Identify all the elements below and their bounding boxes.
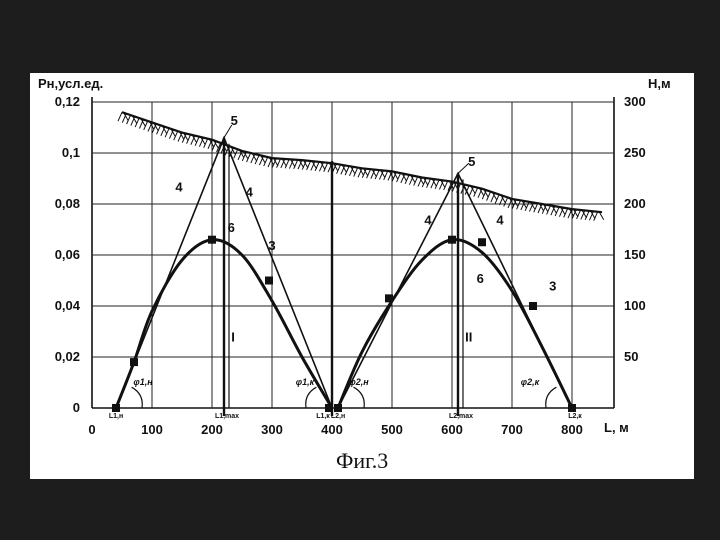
curve-label: 6 [228, 220, 235, 235]
curve-label: 6 [477, 271, 484, 286]
angle-label: φ1,к [296, 377, 315, 387]
leader-5-I [223, 124, 233, 138]
x-tick: 700 [501, 422, 523, 437]
point-label: L2,max [449, 413, 473, 420]
point-label: L2,н [331, 413, 345, 420]
point-label: L1,к [316, 413, 330, 420]
point-label: L1,max [215, 413, 239, 420]
figure-caption: Фиг.3 [336, 448, 388, 473]
right-axis-label: H,м [648, 76, 671, 91]
angle-label: φ1,н [133, 377, 153, 387]
terrain-hatching [117, 111, 605, 221]
point-label: L2,к [568, 413, 582, 420]
y-left-tick: 0,08 [55, 196, 80, 211]
angle-label: φ2,к [521, 377, 540, 387]
markers [112, 235, 576, 412]
y-left-tick: 0,02 [55, 349, 80, 364]
curve-label: 4 [496, 212, 504, 227]
data-marker [448, 235, 456, 244]
curve-label: 3 [549, 279, 556, 294]
labels: 5 4 4 6 3 I 5 4 4 6 3 II φ1,н φ1,к φ2,н φ2,к L1,н L1,max L… [109, 113, 582, 420]
terrain-line [121, 111, 603, 214]
y-right-tick: 300 [624, 94, 646, 109]
data-marker [112, 404, 120, 412]
lines-4-II [337, 171, 573, 409]
x-tick: 200 [201, 422, 223, 437]
y-right-tick: 50 [624, 349, 638, 364]
data-marker [478, 238, 486, 247]
data-marker [334, 404, 342, 412]
curve-label: II [465, 330, 472, 345]
curve-label: 4 [424, 212, 432, 227]
x-tick: 400 [321, 422, 343, 437]
curve-label: 4 [175, 179, 183, 194]
data-marker [265, 276, 273, 285]
y-right-tick: 100 [624, 298, 646, 313]
leader-5-II [457, 162, 470, 174]
y-left-tick: 0,12 [55, 94, 80, 109]
angle-arc [353, 386, 365, 409]
curve-label: 5 [468, 154, 475, 169]
x-tick: 0 [88, 422, 95, 437]
data-marker [130, 358, 138, 367]
data-marker [325, 404, 333, 412]
curve-label: 3 [268, 238, 275, 253]
left-axis-label: Pн,усл.ед. [38, 76, 103, 91]
data-marker [385, 294, 393, 303]
y-left-tick: 0,06 [55, 247, 80, 262]
y-right-tick: 200 [624, 196, 646, 211]
angle-arc [131, 386, 143, 409]
x-axis-label: L, м [604, 420, 629, 435]
data-marker [208, 235, 216, 244]
data-marker [529, 302, 537, 310]
x-tick: 500 [381, 422, 403, 437]
figure-paper [30, 73, 694, 479]
curve-label: 4 [246, 184, 254, 199]
y-left-tick: 0,04 [55, 298, 81, 313]
x-tick: 100 [141, 422, 163, 437]
grid: 0 0,02 0,04 0,06 0,08 0,1 0,12 0 100 200 300 400 500… [55, 94, 646, 437]
terrain-profile [117, 111, 605, 221]
data-marker [568, 404, 576, 412]
angle-label: φ2,н [349, 377, 369, 387]
y-left-tick: 0,1 [62, 145, 80, 160]
y-right-tick: 250 [624, 145, 646, 160]
curve-label: 5 [231, 113, 238, 128]
point-label: L1,н [109, 413, 123, 420]
y-right-tick: 150 [624, 247, 646, 262]
curve-label: I [231, 330, 235, 345]
x-tick: 600 [441, 422, 463, 437]
x-tick: 800 [561, 422, 583, 437]
angle-arc [305, 386, 317, 409]
x-tick: 300 [261, 422, 283, 437]
angle-arc [545, 386, 557, 409]
y-left-tick: 0 [73, 400, 80, 415]
